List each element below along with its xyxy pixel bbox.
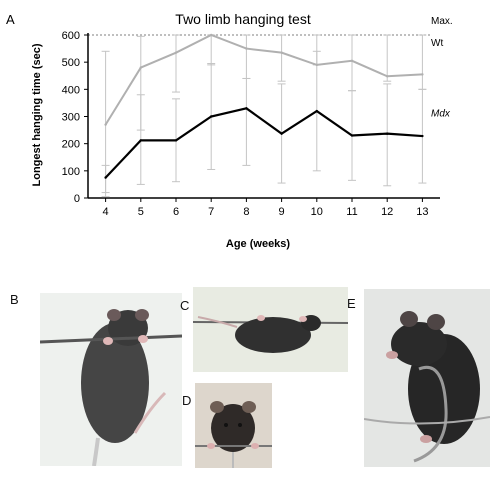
- x-tick-label: 6: [173, 206, 179, 218]
- wt-data-point: [174, 51, 178, 54]
- mdx-data-point: [280, 132, 283, 135]
- y-tick-label: 400: [62, 84, 80, 96]
- mdx-data-point: [174, 139, 178, 142]
- wt-data-point: [421, 73, 424, 76]
- y-tick-label: 600: [62, 30, 80, 42]
- x-tick-label: 13: [416, 206, 428, 218]
- wt-data-point: [315, 63, 318, 67]
- x-tick-label: 9: [279, 206, 285, 218]
- mdx-data-point: [315, 109, 318, 113]
- mdx-data-point: [210, 115, 213, 118]
- max-label: Max.: [431, 16, 453, 27]
- panel-label-b: B: [10, 292, 19, 307]
- x-tick-label: 12: [381, 206, 393, 218]
- mouse-side-bar-photo: [193, 287, 348, 372]
- wt-data-point: [210, 33, 213, 37]
- mouse-wire-photo: [364, 289, 490, 467]
- y-tick-label: 500: [62, 57, 80, 69]
- x-tick-label: 4: [103, 206, 109, 218]
- wt-data-point: [139, 66, 142, 69]
- wt-series-label: Wt: [431, 38, 443, 49]
- wt-data-point: [245, 47, 248, 50]
- chart-title: Two limb hanging test: [175, 11, 311, 27]
- y-tick-label: 300: [62, 112, 80, 124]
- mouse-front-bar-photo: [195, 383, 272, 468]
- mdx-data-point: [421, 134, 424, 138]
- mdx-data-point: [104, 176, 107, 179]
- y-tick-label: 0: [74, 193, 80, 205]
- mdx-data-point: [139, 139, 142, 142]
- wt-data-point: [280, 51, 283, 54]
- y-tick-label: 100: [62, 166, 80, 178]
- x-tick-label: 8: [243, 206, 249, 218]
- mdx-series-line: [104, 107, 423, 179]
- mouse-hanging-bar-photo: [40, 293, 182, 466]
- y-tick-label: 200: [62, 139, 80, 151]
- y-axis-label: Longest hanging time (sec): [31, 43, 43, 186]
- x-tick-label: 5: [138, 206, 144, 218]
- panel-label-a: A: [6, 12, 15, 27]
- wt-series-line: [104, 33, 423, 126]
- x-tick-label: 10: [311, 206, 323, 218]
- x-axis-label: Age (weeks): [226, 238, 291, 250]
- hanging-time-chart: A Two limb hanging test Max. 0 100 200 300 4…: [6, 11, 453, 250]
- panel-label-d: D: [182, 393, 192, 408]
- wt-data-point: [350, 59, 354, 63]
- x-tick-label: 11: [346, 206, 357, 218]
- panel-label-c: C: [180, 298, 190, 313]
- wt-data-point: [104, 123, 107, 126]
- wt-data-point: [386, 75, 389, 78]
- x-tick-label: 7: [208, 206, 214, 218]
- mdx-data-point: [386, 132, 389, 135]
- mdx-data-point: [245, 107, 248, 110]
- mdx-series-label: Mdx: [431, 109, 451, 120]
- panel-label-e: E: [347, 296, 356, 311]
- mdx-data-point: [350, 134, 354, 137]
